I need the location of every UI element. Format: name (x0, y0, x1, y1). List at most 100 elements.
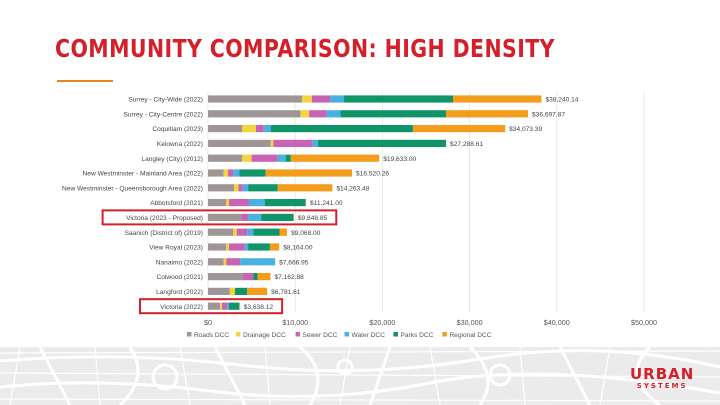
x-tick-label: $30,000 (457, 318, 483, 327)
bar-segment-sewer-dcc (273, 139, 313, 147)
bar-segment-parks-dcc (270, 125, 413, 133)
bar-segment-roads-dcc (208, 302, 221, 310)
logo-line-2: SYSTEMS (636, 382, 688, 390)
bar-segments (208, 95, 542, 310)
logo-line-1: URBAN (630, 365, 695, 383)
total-value-label: $7,666.95 (279, 259, 309, 266)
bar-segment-parks-dcc (239, 169, 266, 177)
bar-segment-water-dcc (277, 154, 286, 162)
bar-segment-sewer-dcc (236, 228, 248, 236)
bar-segment-drainage-dcc (270, 139, 274, 147)
x-axis-ticks: $0 $10,000 $20,000 $30,000 $40,000 $50,000 (204, 318, 657, 327)
category-label: Kelowna (2022) (157, 141, 203, 148)
chart-legend: Roads DCC Drainage DCC Sewer DCC Water DCC P… (187, 332, 492, 339)
stacked-bar-chart: Surrey - City-Wide (2022) Surrey - City-C… (62, 92, 657, 339)
bar-segment-water-dcc (240, 258, 276, 266)
bar-segment-water-dcc (247, 228, 254, 236)
bar-segment-water-dcc (242, 184, 249, 192)
bar-segment-drainage-dcc (229, 287, 236, 295)
bar-segment-drainage-dcc (223, 169, 229, 177)
total-value-label: $16,520.26 (356, 171, 389, 178)
category-label: Coquitlam (2023) (152, 126, 203, 133)
bar-segment-parks-dcc (248, 243, 270, 251)
total-value-label: $8,164.00 (283, 245, 313, 252)
category-label: Langford (2022) (156, 289, 203, 296)
bar-segment-regional-dcc (412, 125, 506, 133)
bar-segment-parks-dcc (285, 154, 291, 162)
total-value-label: $7,162.88 (274, 274, 304, 281)
bar-segment-drainage-dcc (226, 243, 229, 251)
x-tick-label: $50,000 (631, 318, 657, 327)
total-value-label: $36,697.87 (532, 111, 565, 118)
legend-swatch-regional-dcc (442, 332, 447, 337)
bar-segment-sewer-dcc (251, 154, 278, 162)
total-value-label: $9,068.00 (291, 230, 321, 237)
bar-segment-roads-dcc (208, 273, 243, 281)
legend-swatch-drainage-dcc (235, 332, 241, 337)
slide-title: COMMUNITY COMPARISON: HIGH DENSITY (55, 34, 555, 63)
bar-segment-roads-dcc (208, 154, 243, 162)
total-value-labels: $38,240.14 $36,697.87 $34,073.39 $27,288.61… (244, 97, 579, 311)
bar-segment-water-dcc (312, 139, 318, 147)
urban-systems-logo: URBAN SYSTEMS (630, 367, 694, 391)
bar-segment-parks-dcc (228, 302, 240, 310)
bar-segment-sewer-dcc (228, 199, 249, 207)
bar-segment-sewer-dcc (255, 125, 264, 133)
legend-label-parks-dcc: Parks DCC (400, 332, 433, 339)
bar-segment-water-dcc (227, 302, 229, 310)
highlight-box (101, 209, 338, 226)
category-label: Abbotsford (2021) (150, 200, 203, 207)
bar-segment-parks-dcc (248, 184, 278, 192)
bar-segment-regional-dcc (265, 169, 353, 177)
title-accent-rule (57, 80, 113, 82)
category-label: New Westminster - Queensborough Area (20… (62, 185, 203, 192)
bar-segment-regional-dcc (453, 95, 542, 103)
category-label: New Westminster - Mainland Area (2022) (83, 171, 203, 178)
legend-label-roads-dcc: Roads DCC (194, 332, 229, 339)
category-label: Colwood (2021) (156, 274, 203, 281)
bar-segment-drainage-dcc (233, 228, 237, 236)
bar-segment-roads-dcc (208, 184, 235, 192)
highlight-boxes (101, 209, 338, 315)
street-map-pattern (0, 347, 720, 405)
category-labels: Surrey - City-Wide (2022) Surrey - City-C… (62, 97, 203, 311)
total-value-label: $6,781.61 (271, 289, 301, 296)
bar-segment-regional-dcc (257, 273, 271, 281)
bar-segment-roads-dcc (208, 110, 301, 118)
bar-segment-roads-dcc (208, 139, 271, 147)
total-value-label: $11,241.00 (310, 200, 343, 207)
bar-segment-parks-dcc (317, 139, 447, 147)
legend-swatch-sewer-dcc (295, 332, 301, 337)
bar-segment-water-dcc (244, 243, 249, 251)
bar-segment-regional-dcc (277, 184, 333, 192)
total-value-label: $9,848.85 (298, 215, 328, 222)
category-label: Victoria (2022) (160, 304, 203, 311)
bar-segment-drainage-dcc (220, 302, 222, 310)
bar-segment-roads-dcc (208, 169, 224, 177)
bar-segment-water-dcc (326, 110, 341, 118)
x-tick-label: $0 (204, 318, 212, 327)
total-value-label: $14,263.48 (336, 185, 369, 192)
bar-segment-regional-dcc (269, 243, 280, 251)
category-label: Surrey - City-Wide (2022) (128, 97, 203, 104)
street-map-banner (0, 347, 720, 405)
bar-segment-roads-dcc (208, 243, 227, 251)
category-label: Saanich (District of) (2019) (125, 230, 203, 237)
total-value-label: $3,638.12 (244, 304, 274, 311)
total-value-label: $19,633.00 (383, 156, 416, 163)
bar-segment-roads-dcc (208, 125, 243, 133)
bar-segment-parks-dcc (235, 287, 248, 295)
bar-segment-sewer-dcc (311, 95, 331, 103)
bar-segment-water-dcc (248, 199, 265, 207)
bar-segment-sewer-dcc (238, 184, 243, 192)
bar-segment-sewer-dcc (221, 302, 228, 310)
total-value-label: $34,073.39 (509, 126, 542, 133)
bar-segment-water-dcc (263, 125, 271, 133)
bar-segment-parks-dcc (253, 273, 258, 281)
bar-segment-sewer-dcc (226, 258, 241, 266)
bar-segment-drainage-dcc (226, 199, 229, 207)
x-tick-label: $10,000 (282, 318, 308, 327)
total-value-label: $38,240.14 (545, 97, 578, 104)
bar-segment-roads-dcc (208, 199, 227, 207)
